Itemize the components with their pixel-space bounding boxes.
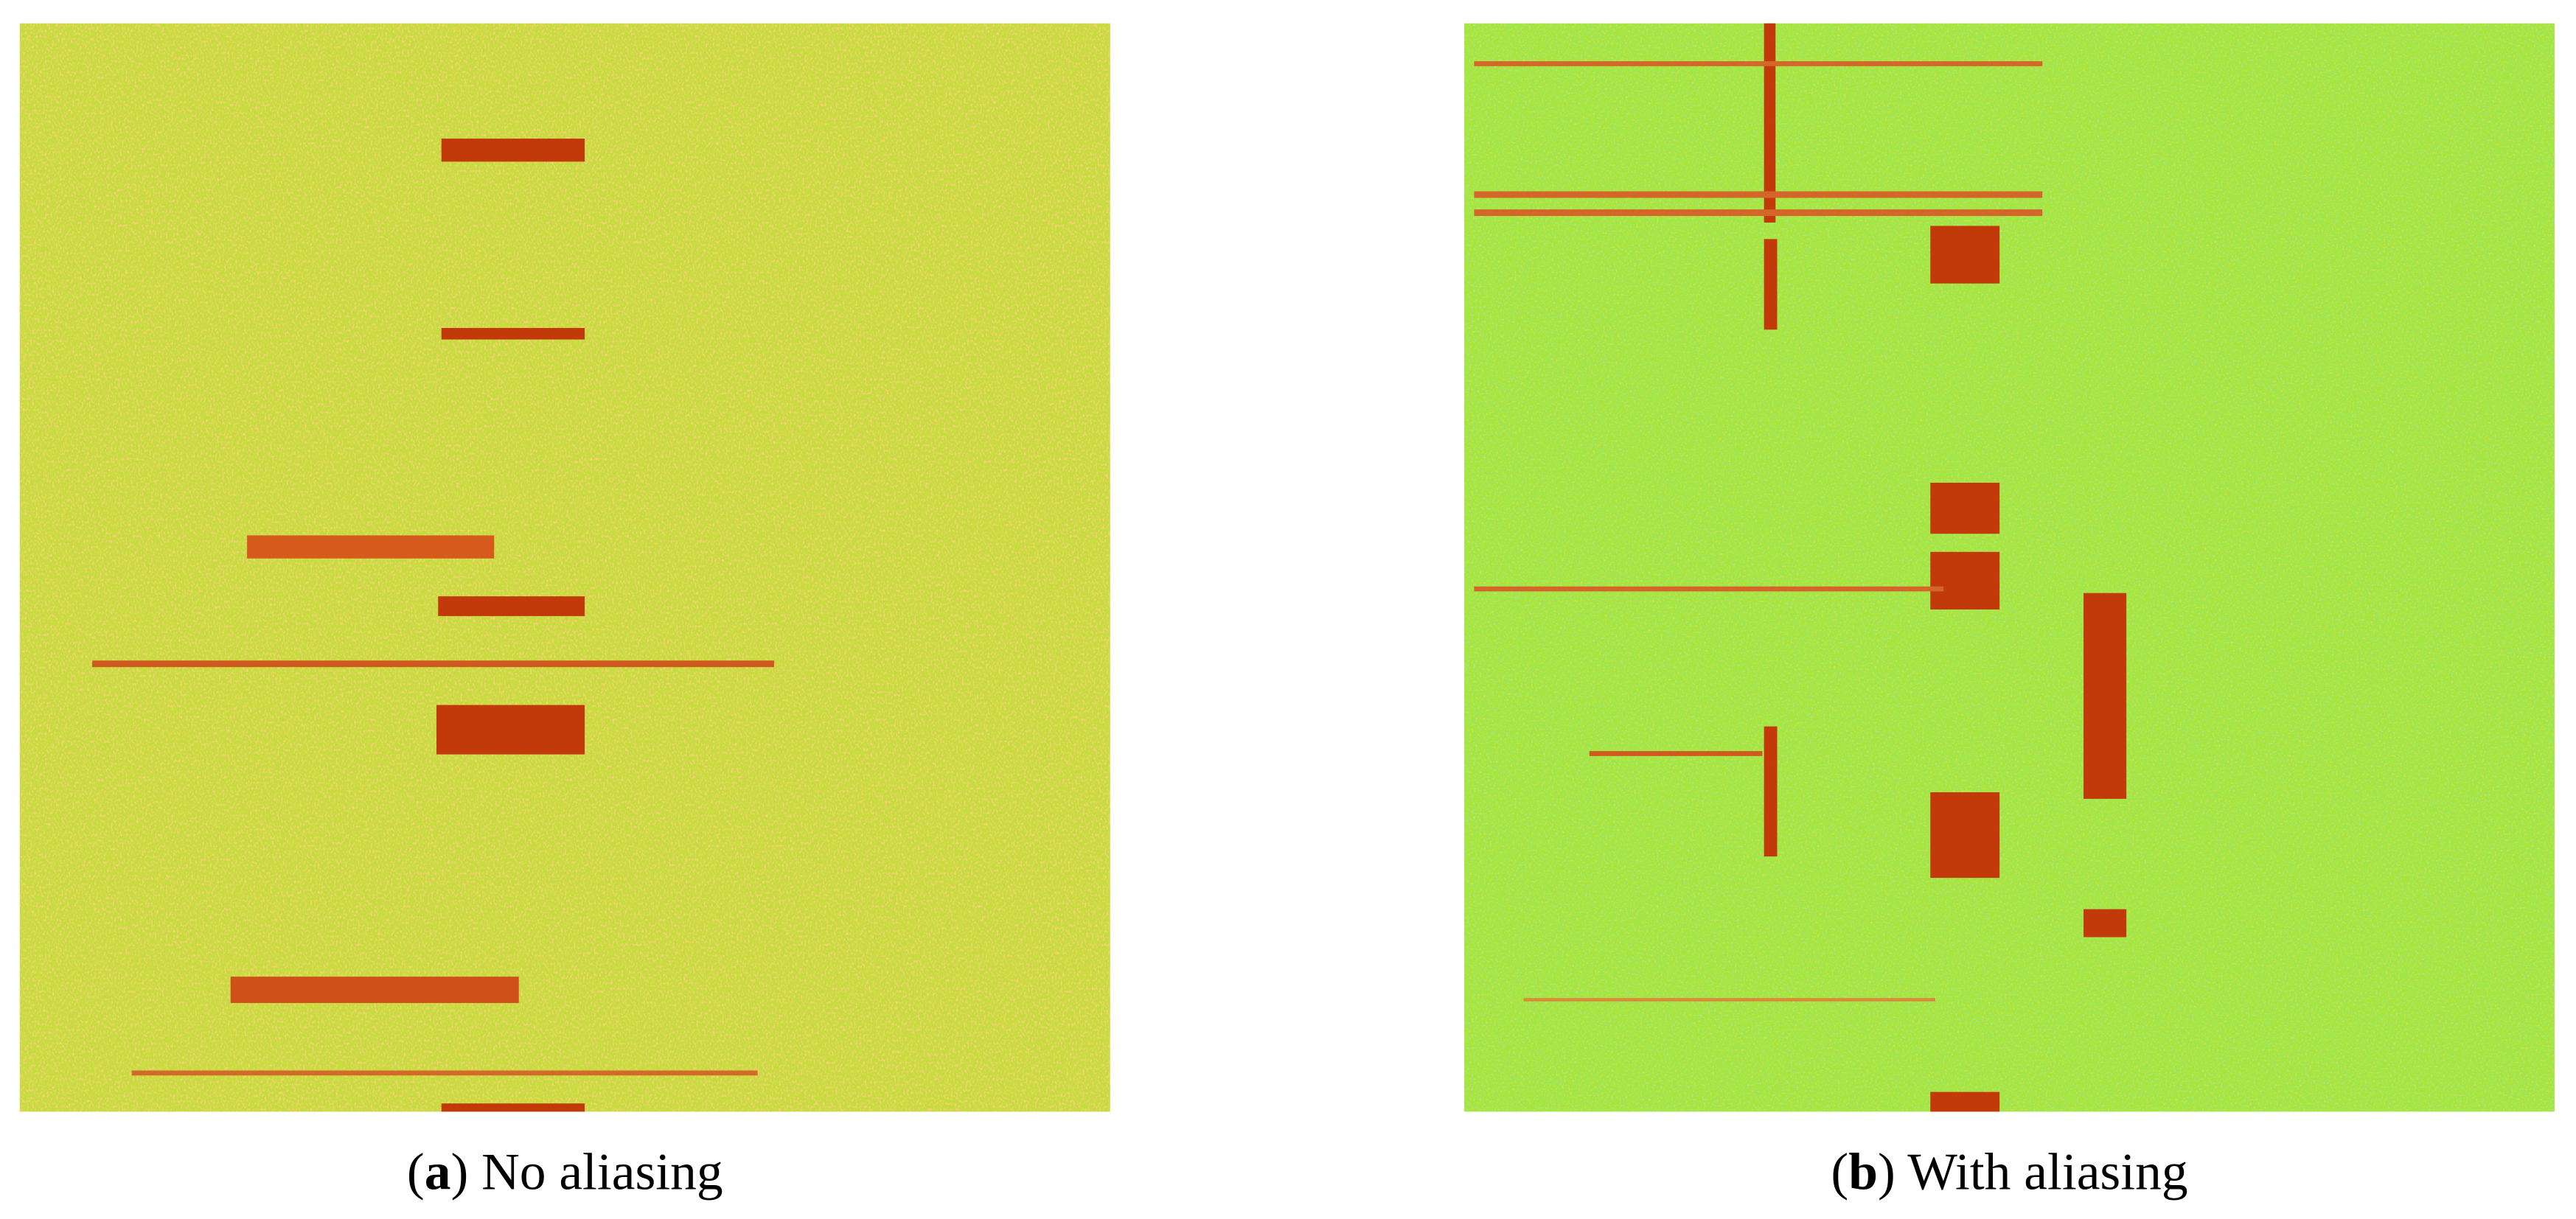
- panel-a: (a) No aliasing: [19, 23, 1110, 1201]
- signal: [441, 139, 585, 162]
- caption: (b) With aliasing: [1831, 1142, 2187, 1201]
- caption-text: ) No aliasing: [450, 1142, 723, 1201]
- caption-text: ) With aliasing: [1878, 1142, 2188, 1201]
- signals: [92, 139, 774, 1112]
- spectrogram-noise: [1464, 23, 2555, 1112]
- signals: [1474, 23, 2127, 1112]
- caption: (a) No aliasing: [407, 1142, 723, 1201]
- signal: [1764, 726, 1778, 857]
- signal: [1589, 751, 1763, 756]
- signal: [436, 705, 585, 755]
- signal: [1930, 1091, 2000, 1112]
- caption-label: a: [425, 1142, 451, 1201]
- signal: [1474, 191, 2043, 198]
- signal: [1930, 226, 2000, 284]
- signal: [1764, 23, 1776, 223]
- signal: [131, 1070, 758, 1076]
- signal: [1474, 586, 1944, 592]
- caption-open: (: [407, 1142, 425, 1201]
- signal: [1764, 239, 1778, 330]
- signal: [441, 327, 585, 340]
- signal: [1523, 998, 1935, 1002]
- signal: [438, 596, 585, 616]
- signal: [247, 535, 495, 559]
- signal: [2084, 593, 2127, 799]
- signal: [230, 977, 519, 1003]
- signal: [1930, 482, 2000, 534]
- signal: [92, 660, 774, 668]
- spectrogram-noise: [19, 23, 1110, 1112]
- signal: [1930, 792, 2000, 879]
- caption-open: (: [1831, 1142, 1848, 1201]
- caption-label: b: [1848, 1142, 1878, 1201]
- signal: [441, 1103, 585, 1112]
- signal: [2084, 909, 2127, 937]
- signal: [1474, 61, 2043, 66]
- panel-b: (b) With aliasing: [1464, 23, 2555, 1201]
- signal: [1474, 209, 2043, 217]
- signal: [1930, 551, 2000, 610]
